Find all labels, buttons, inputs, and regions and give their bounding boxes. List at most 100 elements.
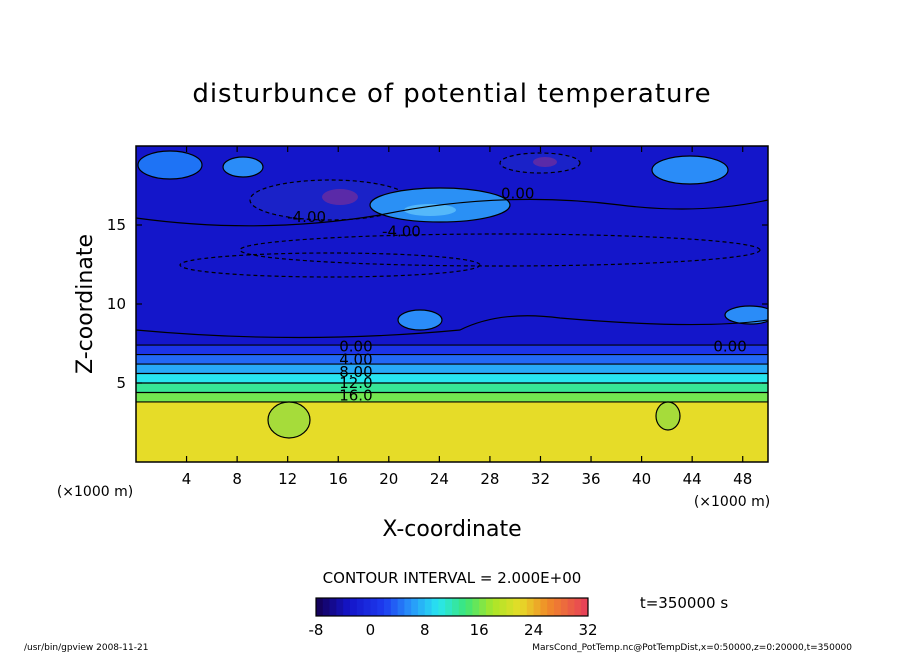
x-tick-label: 36 (581, 470, 600, 488)
temperature-layer (136, 383, 768, 393)
colorbar-cell (499, 598, 507, 616)
x-tick-label: 28 (480, 470, 499, 488)
colorbar-cell (404, 598, 412, 616)
x-tick-label: 32 (531, 470, 550, 488)
colorbar-cell (581, 598, 589, 616)
temperature-layer (136, 354, 768, 365)
contour-label: 0.00 (713, 338, 746, 356)
colorbar-cell (452, 598, 460, 616)
colorbar-cell (390, 598, 399, 616)
temperature-layer (136, 364, 768, 374)
contour-label: 0.00 (339, 338, 372, 356)
colorbar-cell (384, 598, 392, 616)
field-blob (267, 401, 311, 439)
chart-title: disturbunce of potential temperature (192, 79, 711, 109)
contour-label: -4.00 (382, 222, 421, 240)
field-blob (222, 156, 264, 178)
field-blob (137, 150, 203, 180)
colorbar-cell (411, 598, 419, 616)
field-blob (179, 252, 481, 278)
field-blob (404, 204, 456, 216)
contour-label: -4.00 (287, 208, 326, 226)
colorbar-cell (554, 598, 562, 616)
colorbar-cell (336, 598, 344, 616)
colorbar-cell (492, 598, 501, 616)
colorbar-tick-label: 8 (420, 621, 430, 639)
y-axis-ticks: 5 10 15 (107, 216, 768, 392)
field-contour (136, 198, 768, 227)
colorbar-cell (465, 598, 473, 616)
colorbar-cell (363, 598, 371, 616)
colorbar-cell (438, 598, 446, 616)
footer-left: /usr/bin/gpview 2008-11-21 (24, 643, 148, 653)
x-tick-label: 24 (430, 470, 449, 488)
colorbar-cell (350, 598, 358, 616)
x-axis-label: X-coordinate (382, 517, 521, 542)
colorbar-cell (424, 598, 433, 616)
colorbar-cell (418, 598, 426, 616)
x-unit-right: (×1000 m) (694, 494, 770, 510)
time-label: t=350000 s (640, 594, 728, 612)
colorbar-cell (343, 598, 351, 616)
y-axis-label: Z-coordinate (73, 234, 98, 374)
colorbar-cell (574, 598, 582, 616)
colorbar-cell (540, 598, 548, 616)
colorbar-cell (431, 598, 439, 616)
field-blob (724, 305, 768, 325)
temperature-layer (136, 373, 768, 383)
field-blob (397, 309, 443, 331)
field-blobs (136, 150, 768, 439)
contour-label: 16.0 (339, 387, 372, 405)
colorbar-cell (458, 598, 467, 616)
x-tick-label: 4 (182, 470, 192, 488)
field-blob (322, 189, 358, 205)
contour-interval: CONTOUR INTERVAL = 2.000E+00 (323, 569, 582, 587)
colorbar-cell (356, 598, 365, 616)
field-blob (651, 155, 729, 185)
colorbar-tick-label: -8 (309, 621, 324, 639)
field-blob (533, 157, 557, 167)
field-blob (239, 233, 761, 267)
x-tick-label: 40 (632, 470, 651, 488)
x-tick-label: 12 (278, 470, 297, 488)
x-tick-label: 8 (232, 470, 242, 488)
colorbar-cell (370, 598, 378, 616)
colorbar-cell (526, 598, 535, 616)
colorbar-tick-label: 16 (470, 621, 489, 639)
y-tick-label: 5 (116, 374, 126, 392)
colorbar-cell (316, 598, 324, 616)
colorbar-cell (445, 598, 453, 616)
colorbar-cell (329, 598, 337, 616)
temperature-layer (136, 345, 768, 355)
colorbar-cell (513, 598, 521, 616)
contour-label: 8.00 (339, 363, 372, 381)
colorbar-cell (533, 598, 541, 616)
colorbar-cell (472, 598, 480, 616)
colorbar-cell (322, 598, 331, 616)
contour-label: 0.00 (501, 184, 534, 202)
colorbar-tick-label: 0 (366, 621, 376, 639)
contour-label: 4.00 (339, 350, 372, 368)
x-tick-label: 16 (329, 470, 348, 488)
y-tick-label: 10 (107, 295, 126, 313)
colorbar-cell (377, 598, 385, 616)
colorbar-tick-label: 24 (524, 621, 543, 639)
colorbar-cell (397, 598, 405, 616)
x-tick-label: 20 (379, 470, 398, 488)
y-tick-label: 15 (107, 216, 126, 234)
x-tick-label: 48 (733, 470, 752, 488)
colorbar (316, 598, 589, 616)
x-unit-left: (×1000 m) (57, 484, 133, 500)
colorbar-cell (479, 598, 487, 616)
colorbar-cell (520, 598, 528, 616)
x-axis-ticks: 4 8 12 16 20 24 28 32 36 40 44 48 (182, 146, 752, 488)
field-contour (136, 315, 768, 339)
colorbar-frame (315, 597, 589, 617)
colorbar-cell (486, 598, 494, 616)
colorbar-cell (506, 598, 514, 616)
x-tick-label: 44 (683, 470, 702, 488)
contour-lines (136, 344, 768, 403)
field-blob (655, 401, 681, 431)
